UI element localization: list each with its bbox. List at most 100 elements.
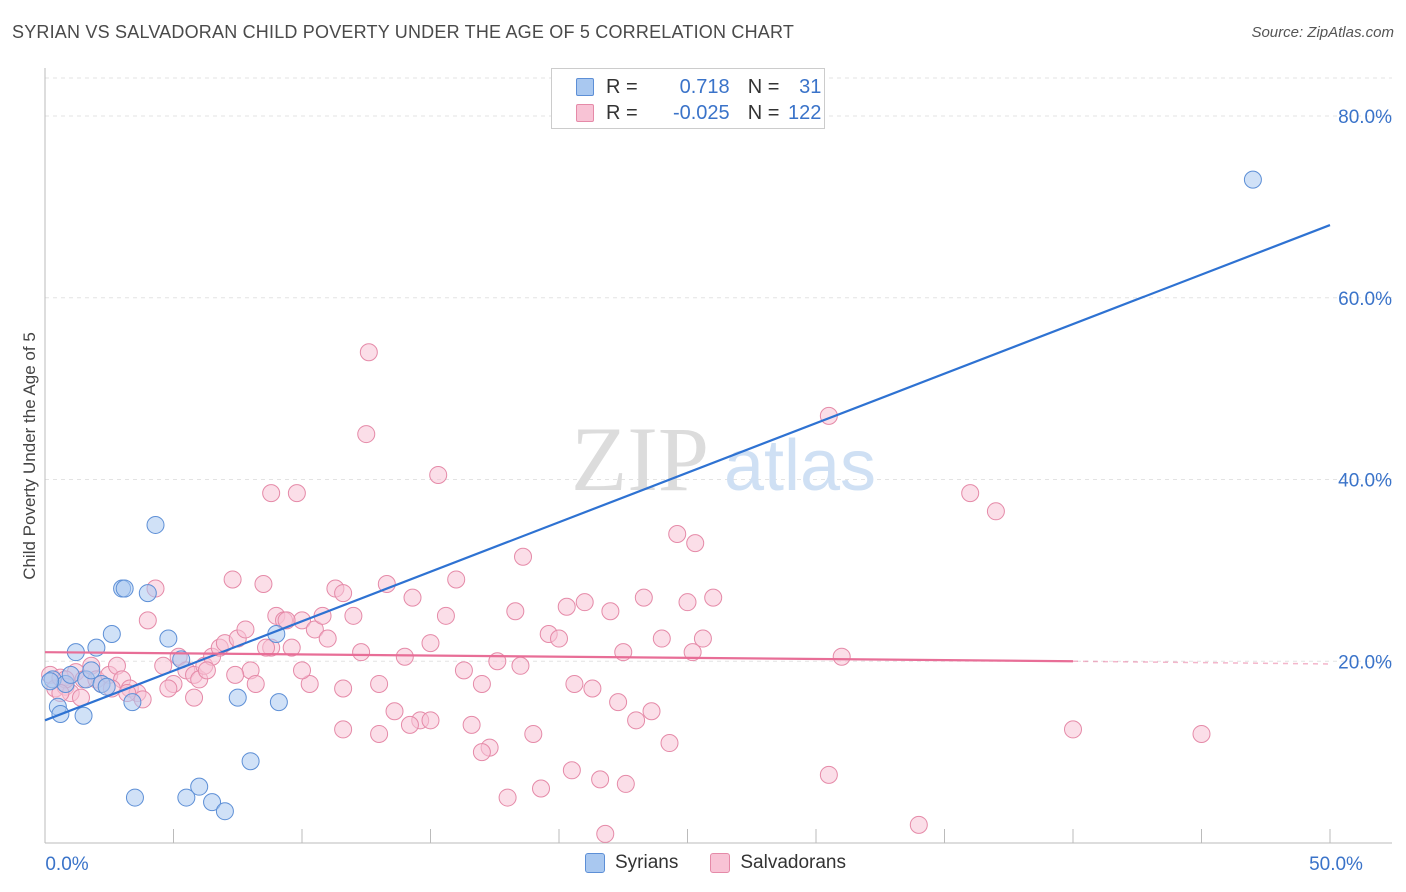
- point-syrians: [203, 793, 222, 812]
- point-syrians: [146, 515, 165, 534]
- point-syrians: [123, 693, 142, 712]
- legend-n-value: 122: [788, 101, 822, 124]
- point-salvadorans: [819, 765, 838, 784]
- point-salvadorans: [1064, 720, 1082, 739]
- legend-swatch-salvadorans: [576, 104, 594, 122]
- point-salvadorans: [668, 525, 687, 544]
- point-salvadorans: [403, 588, 422, 607]
- point-salvadorans: [138, 611, 157, 630]
- point-salvadorans: [583, 679, 602, 698]
- point-salvadorans: [642, 702, 661, 721]
- point-salvadorans: [282, 638, 301, 657]
- point-salvadorans: [652, 629, 671, 648]
- point-salvadorans: [524, 724, 543, 743]
- watermark: ZIP atlas: [571, 408, 876, 510]
- point-syrians: [125, 788, 144, 807]
- point-salvadorans: [447, 570, 466, 589]
- bottom-legend-swatch-salvadorans: [710, 853, 731, 873]
- trendline-extension-salvadorans: [1072, 660, 1331, 665]
- point-salvadorans: [254, 575, 273, 594]
- point-salvadorans: [609, 693, 628, 712]
- legend-r-label: R =: [606, 75, 638, 98]
- point-syrians: [159, 629, 178, 648]
- point-syrians: [74, 706, 93, 725]
- point-salvadorans: [961, 484, 980, 503]
- watermark-zip: ZIP: [571, 408, 709, 510]
- legend-r-label: R =: [606, 101, 638, 124]
- point-salvadorans: [159, 679, 178, 698]
- point-salvadorans: [334, 584, 353, 603]
- legend-swatch-syrians: [576, 78, 594, 96]
- legend-row-syrians: R = 0.718 N = 31: [576, 75, 821, 99]
- bottom-legend-label-syrians: Syrians: [615, 852, 679, 873]
- point-syrians: [41, 672, 60, 691]
- point-salvadorans: [454, 661, 473, 680]
- point-salvadorans: [462, 715, 481, 734]
- point-salvadorans: [257, 638, 276, 657]
- point-salvadorans: [575, 593, 594, 612]
- point-syrians: [97, 677, 116, 696]
- point-salvadorans: [236, 620, 255, 639]
- legend-n-label: N =: [747, 101, 780, 124]
- x-tick-label: 0.0%: [45, 854, 88, 875]
- trendline-syrians: [44, 224, 1331, 722]
- point-salvadorans: [377, 575, 396, 594]
- point-salvadorans: [616, 774, 635, 793]
- point-salvadorans: [562, 761, 581, 780]
- point-salvadorans: [514, 547, 533, 566]
- point-salvadorans: [511, 656, 530, 675]
- point-salvadorans: [287, 484, 306, 503]
- tick-labels: 20.0% 40.0% 60.0% 80.0% 0.0% 50.0%: [45, 107, 1392, 875]
- legend-r-value: -0.025: [672, 101, 730, 124]
- point-syrians: [215, 802, 234, 821]
- legend-n-label: N =: [747, 75, 780, 98]
- point-syrians: [115, 579, 134, 598]
- point-salvadorans: [300, 674, 319, 693]
- point-salvadorans: [532, 779, 551, 798]
- point-syrians: [102, 624, 121, 643]
- point-salvadorans: [421, 711, 440, 730]
- y-tick-label: 80.0%: [1338, 107, 1392, 128]
- point-salvadorans: [634, 588, 653, 607]
- point-salvadorans: [223, 570, 242, 589]
- point-salvadorans: [472, 743, 491, 762]
- point-salvadorans: [246, 674, 265, 693]
- watermark-atlas: atlas: [724, 426, 876, 506]
- bottom-legend: Syrians Salvadorans: [585, 852, 846, 874]
- point-salvadorans: [832, 647, 851, 666]
- point-salvadorans: [660, 734, 679, 753]
- point-syrians: [269, 693, 288, 712]
- point-salvadorans: [400, 715, 419, 734]
- point-salvadorans: [305, 620, 324, 639]
- point-salvadorans: [683, 643, 702, 662]
- point-salvadorans: [601, 602, 620, 621]
- point-salvadorans: [344, 606, 363, 625]
- point-syrians: [228, 688, 247, 707]
- point-syrians: [177, 788, 196, 807]
- point-salvadorans: [359, 343, 378, 362]
- point-salvadorans: [986, 502, 1005, 521]
- point-salvadorans: [557, 597, 576, 616]
- point-salvadorans: [352, 643, 371, 662]
- legend-row-salvadorans: R = -0.025 N = 122: [576, 101, 821, 125]
- point-salvadorans: [385, 702, 404, 721]
- y-tick-label: 40.0%: [1338, 471, 1392, 492]
- point-syrians: [190, 777, 209, 796]
- point-salvadorans: [704, 588, 723, 607]
- point-salvadorans: [686, 534, 705, 553]
- point-salvadorans: [693, 629, 712, 648]
- point-salvadorans: [395, 647, 414, 666]
- point-salvadorans: [185, 688, 204, 707]
- point-salvadorans: [596, 824, 615, 843]
- point-syrians: [241, 752, 260, 771]
- point-salvadorans: [1192, 724, 1211, 743]
- point-salvadorans: [550, 629, 568, 648]
- point-salvadorans: [429, 465, 448, 484]
- point-salvadorans: [262, 484, 281, 503]
- legend-n-value: 31: [799, 75, 822, 98]
- point-salvadorans: [498, 788, 517, 807]
- point-salvadorans: [627, 711, 646, 730]
- point-salvadorans: [293, 661, 311, 680]
- x-tick-label: 50.0%: [1309, 854, 1363, 875]
